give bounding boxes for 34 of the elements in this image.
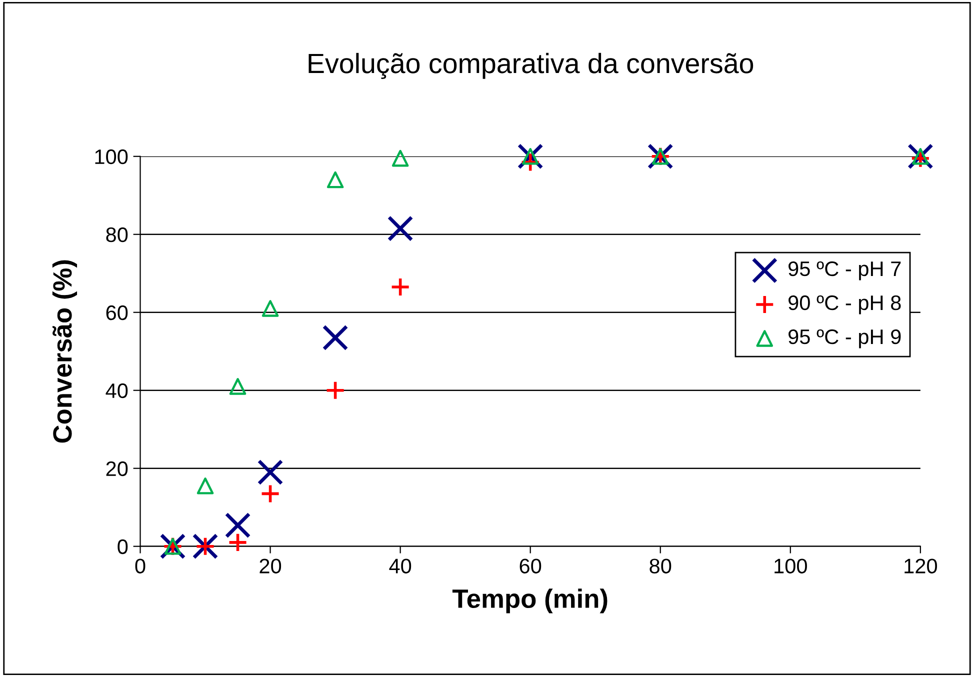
y-tick-label: 40: [106, 383, 128, 398]
point: [912, 148, 929, 165]
x-tick-label: 80: [650, 558, 672, 574]
x-tick-label: 100: [774, 558, 807, 574]
chart-title: Evolução comparativa da conversão: [308, 52, 754, 79]
y-tick-label: 80: [106, 227, 128, 242]
point: [224, 512, 251, 538]
point: [260, 484, 280, 504]
x-tick-label: 60: [520, 558, 542, 574]
x-tick-label: 40: [389, 558, 412, 574]
point: [392, 150, 409, 167]
legend-label: 95 ºC - pH 9: [788, 329, 901, 348]
point: [196, 478, 214, 494]
y-tick-label: 20: [106, 461, 128, 476]
point: [390, 277, 410, 297]
legend-label: 95 ºC - pH 7: [788, 261, 901, 280]
x-axis-title: Tempo (min): [452, 588, 608, 614]
y-tick-label: 0: [118, 539, 128, 554]
point: [522, 148, 539, 165]
x-tick-label: 0: [135, 558, 146, 574]
y-axis-title: Conversão (%): [52, 260, 78, 443]
x-tick-label: 120: [904, 558, 937, 574]
point: [387, 216, 414, 242]
point: [257, 459, 284, 486]
legend-label: 90 ºC - pH 8: [788, 295, 901, 314]
point: [325, 380, 346, 400]
x-tick-label: 20: [260, 558, 282, 574]
y-tick-label: 100: [95, 149, 128, 164]
point: [326, 171, 344, 188]
point: [228, 532, 248, 552]
point: [229, 378, 246, 395]
point: [262, 300, 279, 317]
point: [322, 324, 348, 351]
y-tick-label: 60: [106, 305, 128, 320]
